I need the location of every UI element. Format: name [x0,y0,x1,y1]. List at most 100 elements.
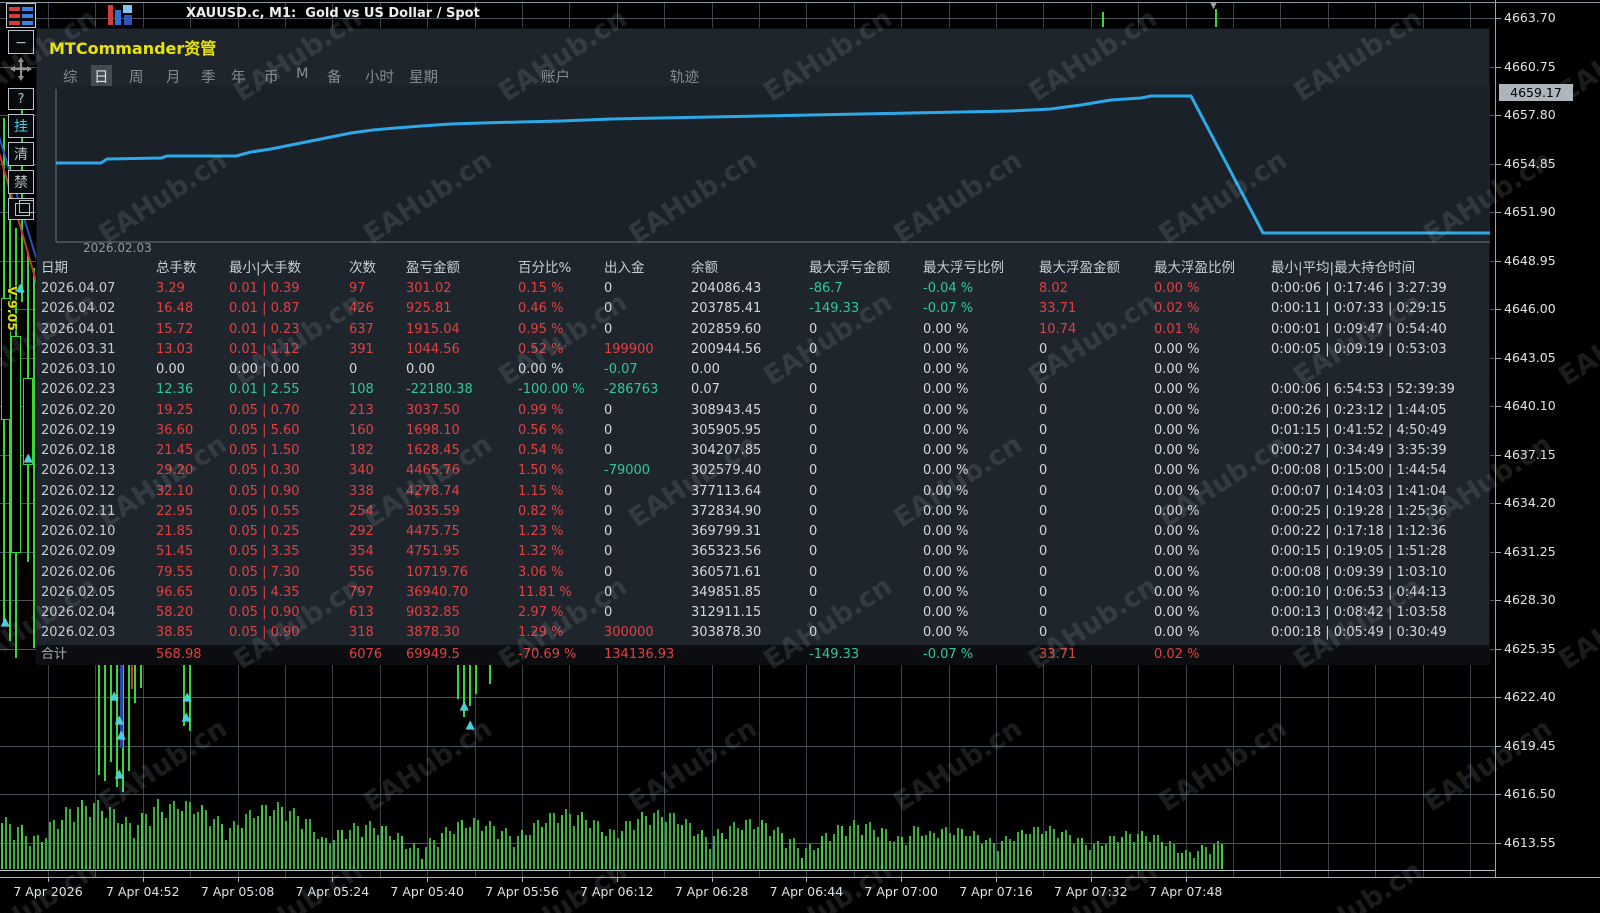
table-cell: -0.04 % [923,281,974,296]
time-tick [142,877,144,882]
table-row[interactable]: 2026.04.02 16.48 0.01 | 0.87 426 925.81 0.46 … [37,299,1491,319]
trade-arrow-icon[interactable]: ▲ [115,713,124,726]
menu-item-年[interactable]: 年 [231,70,246,86]
volume-bar [1153,835,1155,869]
volume-bar [485,826,487,869]
trade-arrow-icon[interactable]: ▲ [460,699,469,712]
help-button[interactable]: ? [8,88,34,110]
table-cell: 2026.04.07 [41,281,116,296]
table-row[interactable]: 2026.02.03 38.85 0.05 | 0.90 318 3878.30 1.29… [37,623,1491,643]
menu-item-周[interactable]: 周 [129,70,144,86]
volume-bar [1157,835,1159,869]
trade-arrow-icon[interactable]: ▲ [183,690,192,703]
table-cell: 0 [604,301,613,317]
menu-item-星期[interactable]: 星期 [409,70,438,86]
candle-chart-icon[interactable] [108,5,134,25]
volume-bar [569,814,571,869]
menu-item-备[interactable]: 备 [327,70,342,86]
table-cell: 0.15 % [518,281,564,296]
time-label: 7 Apr 04:52 [106,884,180,899]
menu-item-季[interactable]: 季 [201,70,216,86]
volume-bar [401,836,403,869]
trade-arrow-icon[interactable]: ▲ [110,689,119,702]
table-row[interactable]: 2026.02.19 36.60 0.05 | 5.60 160 1698.10 0.56… [37,421,1491,441]
table-cell: 0.00 % [1154,524,1200,539]
volume-bar [1013,841,1015,869]
table-cell: 1.32 % [518,544,564,560]
table-row[interactable]: 2026.04.07 3.29 0.01 | 0.39 97 301.02 0.15 % 0… [37,279,1491,299]
table-row[interactable]: 2026.02.09 51.45 0.05 | 3.35 354 4751.95 1.32… [37,542,1491,562]
table-row[interactable]: 2026.02.20 19.25 0.05 | 0.70 213 3037.50 0.99… [37,401,1491,421]
volume-bar [821,836,823,869]
table-cell: 0.00 % [923,564,969,580]
clear-button[interactable]: 清 [8,142,34,166]
menu-item-账户[interactable]: 账户 [541,70,570,86]
volume-bar [721,833,723,869]
time-axis[interactable] [0,877,1600,913]
trade-arrow-icon[interactable]: ▲ [1,615,10,628]
price-tick [1495,212,1501,213]
table-row[interactable]: 2026.02.23 12.36 0.01 | 2.55 108 -22180.38 -1… [37,380,1491,400]
table-row[interactable]: 2026.02.05 96.65 0.05 | 4.35 797 36940.70 11.… [37,583,1491,603]
menu-item-币[interactable]: 币 [264,70,279,86]
price-tick [1495,260,1501,262]
table-row[interactable]: 2026.02.06 79.55 0.05 | 7.30 556 10719.76 3.0… [37,563,1491,583]
panel-title: MTCommander资管 [49,39,217,58]
table-cell: 0.00 | 0.00 [229,362,300,377]
table-grid-icon[interactable] [6,3,36,28]
volume-bar [17,827,19,869]
table-cell: 0 [1039,625,1048,641]
menu-item-日[interactable]: 日 [91,65,112,88]
table-cell: 2026.02.13 [41,463,116,479]
table-row[interactable]: 2026.02.18 21.45 0.05 | 1.50 182 1628.45 0.54… [37,441,1491,461]
volume-bar [773,830,775,869]
table-cell: 16.48 [156,301,194,317]
volume-bar [937,838,939,869]
volume-bar [905,845,907,869]
table-row[interactable]: 2026.02.12 32.10 0.05 | 0.90 338 4278.74 1.15… [37,482,1491,502]
table-row[interactable]: 2026.02.11 22.95 0.05 | 0.55 254 3035.59 0.82… [37,502,1491,522]
table-row[interactable]: 2026.04.01 15.72 0.01 | 0.23 637 1915.04 0.95… [37,320,1491,340]
table-cell: 0 [604,321,613,337]
table-cell: 0.46 % [518,301,564,317]
menu-item-轨迹[interactable]: 轨迹 [670,70,699,86]
table-cell: 0.00 % [1154,362,1200,377]
table-cell: 0.00 % [1154,605,1200,620]
menu-item-M[interactable]: M [296,66,309,82]
trade-arrow-icon[interactable]: ▲ [466,718,475,731]
window-button[interactable] [8,198,34,220]
volume-bar [25,836,27,869]
watermark-text: EAHub.cn [623,712,763,819]
menu-item-月[interactable]: 月 [166,70,181,86]
minimize-button[interactable]: − [8,30,34,54]
table-cell: 4751.95 [406,544,460,560]
candle-wick [469,663,471,706]
trade-arrow-icon[interactable]: ▲ [117,728,126,741]
grid-hline [0,842,1495,844]
time-tick [996,877,997,882]
trade-arrow-icon[interactable]: ▲ [16,281,25,294]
move-button[interactable] [8,56,34,81]
table-row[interactable]: 2026.02.04 58.20 0.05 | 0.90 613 9032.85 2.97… [37,603,1491,623]
menu-item-综[interactable]: 综 [63,70,78,86]
table-row[interactable]: 2026.02.13 29.20 0.05 | 0.30 340 4465.76 1.50… [37,461,1491,481]
table-row[interactable]: 2026.03.31 13.03 0.01 | 1.12 391 1044.56 0.52… [37,340,1491,360]
menu-item-小时[interactable]: 小时 [365,70,394,86]
trade-arrow-icon[interactable]: ▲ [115,767,124,780]
table-cell: 10719.76 [406,564,469,580]
volume-bar [1057,838,1059,869]
candle-wick [98,663,100,775]
price-axis[interactable] [1495,0,1600,877]
forbid-button[interactable]: 禁 [8,170,34,194]
table-cell: 4465.76 [406,463,460,479]
trade-arrow-icon[interactable]: ▲ [24,451,33,464]
volume-bar [1133,842,1135,869]
volume-bar [577,815,579,869]
table-row[interactable]: 2026.02.10 21.85 0.05 | 0.25 292 4475.75 1.23… [37,522,1491,542]
table-cell: 254 [349,503,374,519]
chart-shift-marker-icon[interactable]: ▼ [1210,1,1217,11]
trade-arrow-icon[interactable]: ▲ [182,710,191,723]
table-row[interactable]: 2026.03.10 0.00 0.00 | 0.00 0 0.00 0.00 % -0.0… [37,360,1491,380]
table-cell: 10.74 [1039,321,1077,337]
hang-button[interactable]: 挂 [8,114,34,138]
